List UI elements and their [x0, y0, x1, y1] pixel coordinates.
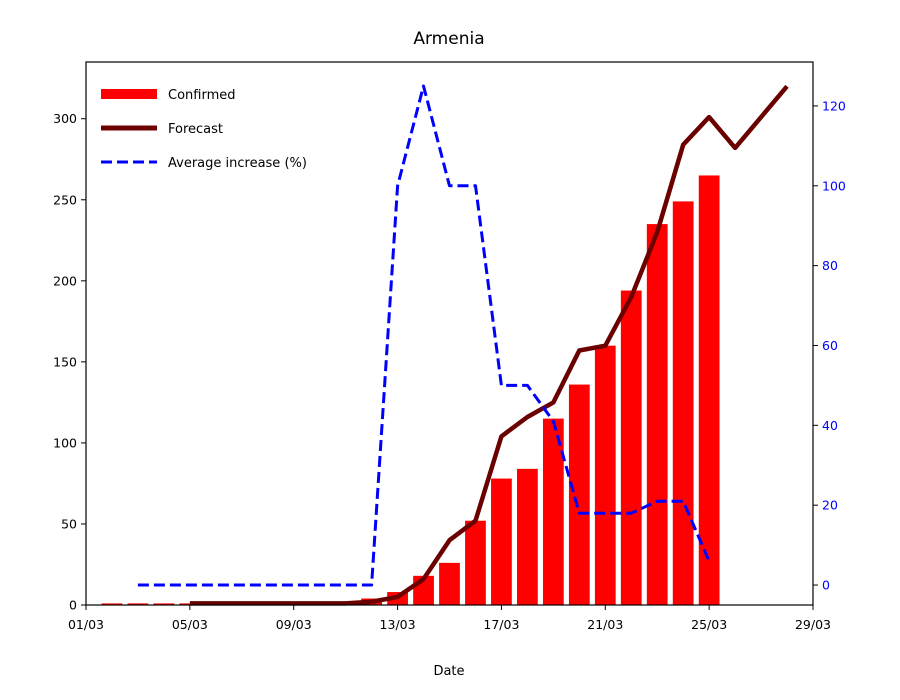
x-tick-label: 13/03 — [380, 617, 416, 632]
y-tick-label-left: 50 — [61, 516, 77, 531]
bar-confirmed-20-03 — [568, 384, 590, 605]
lines-layer — [137, 84, 789, 606]
plot-frame — [85, 61, 814, 606]
bar-confirmed-19-03 — [542, 418, 564, 605]
y-tick-label-right: 120 — [822, 98, 846, 113]
x-tick-label: 09/03 — [276, 617, 312, 632]
x-tick-label: 05/03 — [172, 617, 208, 632]
bars-layer — [101, 175, 720, 606]
y-tick-label-left: 300 — [53, 111, 77, 126]
x-tick-label: 25/03 — [691, 617, 727, 632]
y-tick-label-right: 100 — [822, 178, 846, 193]
bar-confirmed-21-03 — [594, 345, 616, 605]
y-tick-label-left: 0 — [69, 598, 77, 613]
x-axis-label: Date — [433, 664, 464, 679]
chart-title: Armenia — [413, 29, 484, 49]
y-tick-label-left: 150 — [53, 354, 77, 369]
bar-confirmed-04-03 — [153, 603, 175, 605]
axes-layer: 01/03 05/03 09/03 13/03 17/03 21/03 25/03 29/03… — [53, 61, 846, 632]
x-tick-label: 29/03 — [795, 617, 831, 632]
bar-confirmed-18-03 — [517, 468, 538, 605]
x-tick-label: 21/03 — [587, 617, 623, 632]
x-tick-label: 01/03 — [68, 617, 104, 632]
bar-confirmed-24-03 — [672, 201, 694, 605]
y-tick-label-right: 20 — [822, 498, 838, 513]
bar-confirmed-03-03 — [127, 603, 149, 605]
y-tick-label-right: 60 — [822, 338, 838, 353]
y-tick-label-right: 0 — [822, 578, 830, 593]
legend: Confirmed Forecast Average increase (%) — [101, 88, 307, 171]
y-tick-label-right: 80 — [822, 258, 838, 273]
series-line-forecast — [189, 84, 789, 606]
bar-confirmed-23-03 — [646, 224, 668, 606]
y-tick-label-left: 250 — [53, 192, 77, 207]
bar-confirmed-17-03 — [491, 478, 512, 605]
legend-label: Average increase (%) — [168, 156, 307, 171]
bar-confirmed-02-03 — [101, 603, 123, 605]
series-line-average-increase — [137, 84, 711, 587]
bar-confirmed-16-03 — [465, 520, 486, 605]
bar-confirmed-15-03 — [439, 562, 460, 605]
legend-label: Confirmed — [168, 88, 236, 103]
y-tick-label-right: 40 — [822, 418, 838, 433]
bar-confirmed-05-03 — [179, 603, 201, 605]
bar-confirmed-22-03 — [620, 290, 642, 605]
x-tick-label: 17/03 — [483, 617, 519, 632]
y-tick-label-left: 100 — [53, 435, 77, 450]
legend-label: Forecast — [168, 122, 223, 137]
bar-confirmed-25-03 — [698, 175, 720, 605]
legend-swatch-confirmed — [101, 89, 157, 99]
y-tick-label-left: 200 — [53, 273, 77, 288]
